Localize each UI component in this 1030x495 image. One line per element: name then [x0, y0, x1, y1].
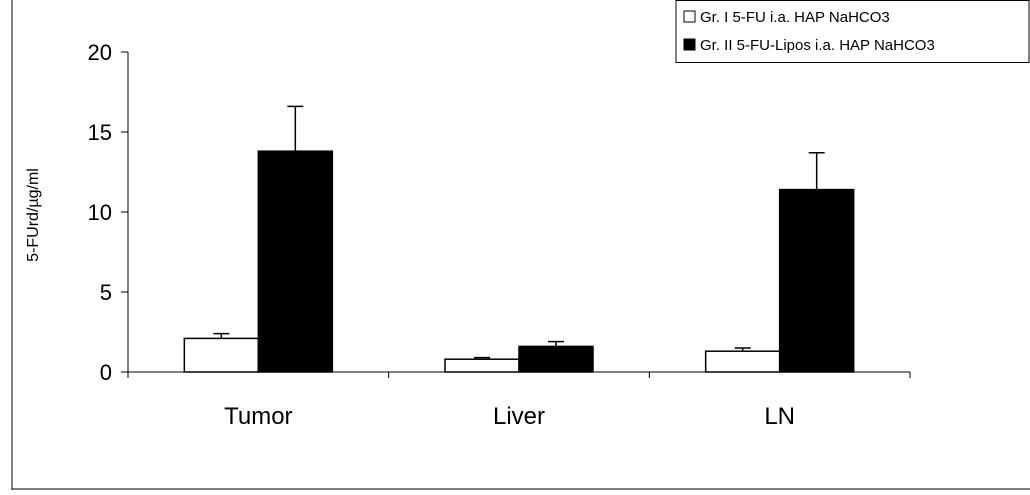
y-tick-label: 0 [100, 360, 112, 385]
bar [444, 358, 520, 373]
error-bars [213, 105, 825, 360]
bar [518, 345, 594, 373]
x-tick-label: Liver [493, 403, 545, 430]
bar [778, 188, 855, 373]
y-tick-labels: 0 5 10 15 20 [88, 40, 112, 385]
y-tick-label: 5 [100, 280, 112, 305]
bars [183, 150, 855, 373]
legend-swatch [683, 38, 696, 51]
y-axis-label: 5-FUrd/µg/ml [25, 168, 42, 262]
y-tick-label: 10 [88, 200, 112, 225]
legend-swatch [683, 10, 696, 23]
bar [257, 150, 334, 373]
legend-box [675, 0, 1030, 63]
x-tick-labels: Tumor Liver LN [224, 403, 795, 430]
bar [704, 350, 781, 373]
x-tick-label: LN [764, 403, 795, 430]
legend-label: Gr. II 5-FU-Lipos i.a. HAP NaHCO3 [700, 37, 935, 54]
bar [183, 337, 260, 373]
y-tick-label: 20 [88, 40, 112, 65]
legend: Gr. I 5-FU i.a. HAP NaHCO3 Gr. II 5-FU-Li… [675, 0, 1030, 63]
legend-label: Gr. I 5-FU i.a. HAP NaHCO3 [700, 9, 890, 26]
x-tick-label: Tumor [224, 403, 292, 430]
y-tick-label: 15 [88, 120, 112, 145]
